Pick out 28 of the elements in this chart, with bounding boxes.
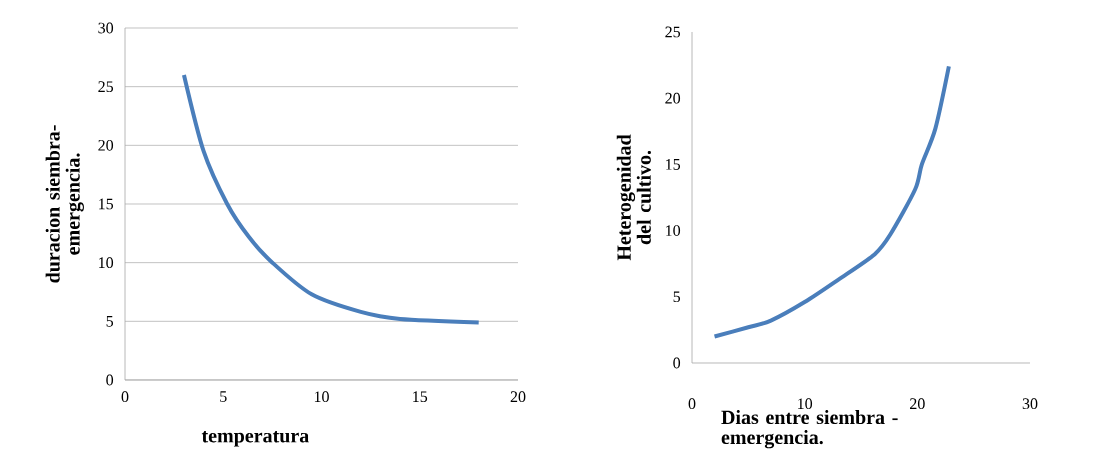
y-tick-label: 20 (98, 139, 114, 151)
y-tick-label: 15 (666, 159, 681, 170)
x-tick-label: 5 (220, 391, 227, 402)
y-tick-label: 10 (666, 225, 681, 236)
x-tick-label: 10 (314, 391, 329, 403)
x-axis-title: temperatura (201, 431, 309, 447)
y-tick-label: 0 (673, 357, 681, 369)
y-axis-title: duracion siembra-emergencia. (45, 125, 84, 283)
y-tick-label: 5 (106, 316, 114, 327)
x-tick-label: 15 (413, 391, 428, 403)
y-tick-label: 5 (673, 291, 681, 303)
line-series (181, 72, 481, 325)
x-tick-label: 0 (121, 391, 129, 403)
line-series (712, 64, 951, 339)
y-tick-label: 0 (106, 374, 114, 386)
y-tick-label: 15 (99, 198, 114, 210)
x-axis-title: Dias entre siembra - emergencia. (721, 410, 898, 449)
y-tick-label: 25 (98, 81, 114, 93)
y-tick-label: 25 (665, 26, 681, 38)
x-tick-label: 20 (510, 391, 526, 403)
y-tick-label: 30 (98, 22, 114, 34)
x-tick-label: 0 (688, 398, 696, 410)
x-tick-label: 20 (910, 398, 925, 410)
y-tick-label: 10 (99, 257, 114, 269)
x-tick-label: 30 (1022, 398, 1038, 410)
y-tick-label: 20 (665, 92, 681, 104)
y-axis-title: Heterogenidad del cultivo. (616, 134, 651, 261)
x-tick-label: 10 (798, 398, 813, 410)
